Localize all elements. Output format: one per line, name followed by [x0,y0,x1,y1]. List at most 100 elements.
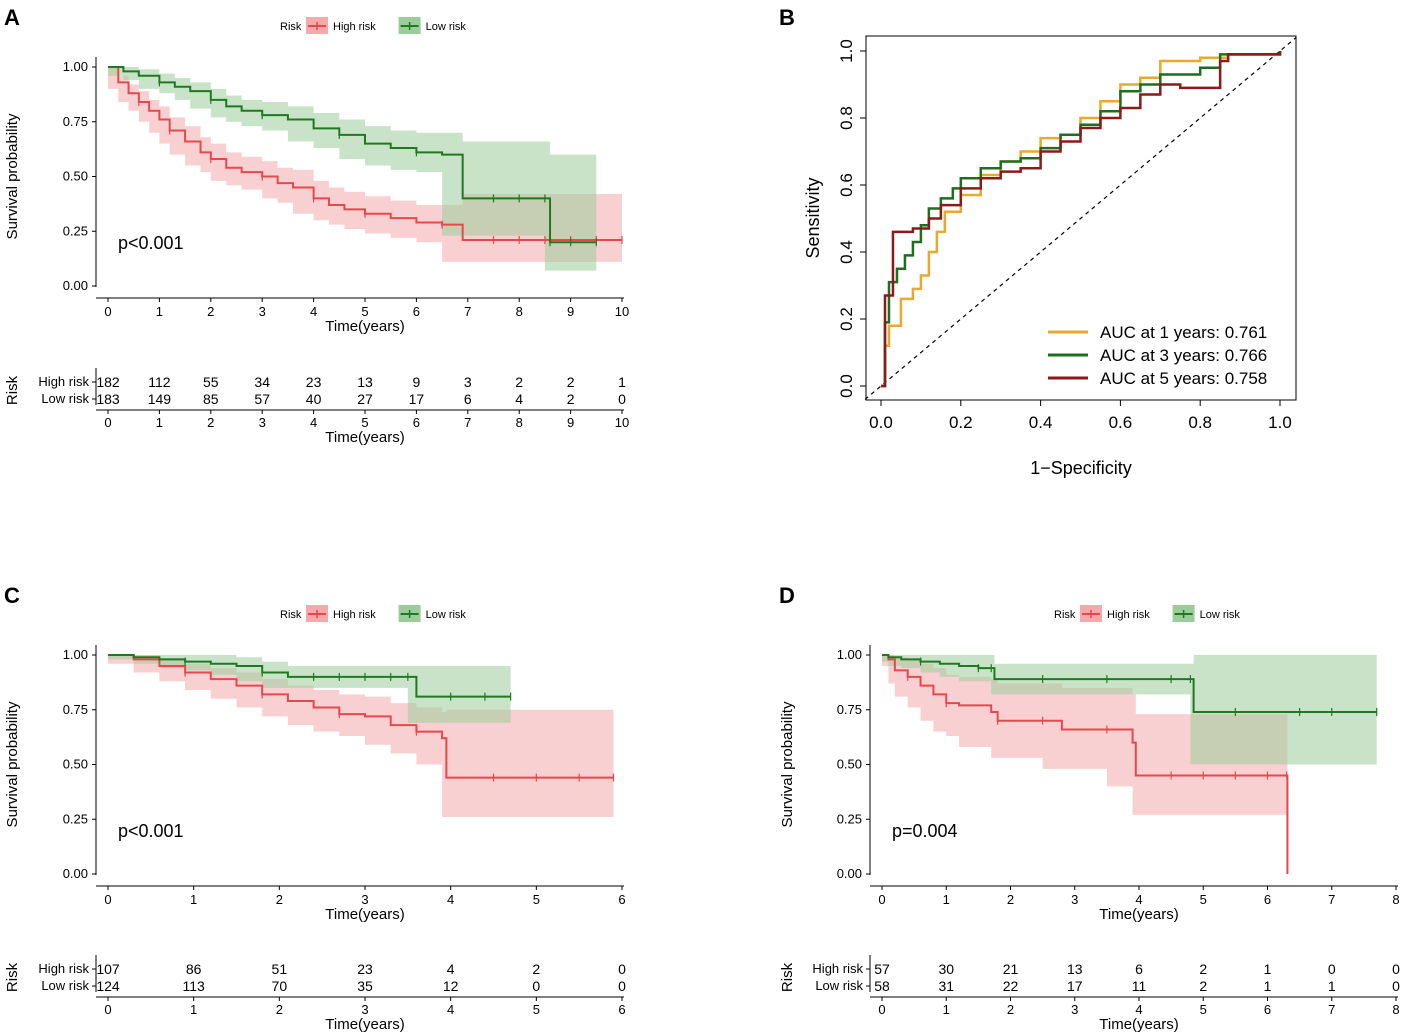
legend-title: Risk [280,21,302,33]
y-axis-title: Survival probability [779,701,796,827]
roc-curve-2 [881,51,1282,388]
x-tick-label: 6 [413,304,420,319]
legend-label: High risk [333,609,376,621]
y-axis-title: Survival probability [4,701,21,827]
risk-table-x-tick-label: 4 [447,1002,454,1017]
x-tick-label: 0.8 [1188,413,1212,432]
risk-count: 0 [618,961,626,977]
ci-band-low [108,67,597,271]
risk-count: 2 [567,374,575,390]
risk-count: 21 [1003,961,1019,977]
risk-table-x-tick-label: 8 [516,415,523,430]
ci-band-low [108,655,511,723]
y-tick-label: 1.00 [63,647,88,662]
risk-count: 17 [409,391,425,407]
risk-count: 12 [443,978,459,994]
legend-title: Risk [280,609,302,621]
y-tick-label: 0.75 [63,702,88,717]
y-tick-label: 0.00 [63,278,88,293]
plot-box [865,35,1297,401]
risk-count: 40 [306,391,322,407]
risk-table-x-tick-label: 5 [1200,1002,1207,1017]
y-tick-label: 0.25 [63,811,88,826]
x-tick-label: 6 [1264,892,1271,907]
x-axis-title: Time(years) [1099,906,1178,923]
x-tick-label: 9 [567,304,574,319]
risk-row-label: Low risk [41,391,89,406]
risk-count: 2 [567,391,575,407]
panel-letter: C [4,583,20,608]
legend: Risk High risk Low risk [280,605,466,622]
risk-row-label: Low risk [815,978,863,993]
risk-table-x-tick-label: 5 [361,415,368,430]
series-low-risk [108,654,512,701]
x-tick-label: 8 [516,304,523,319]
risk-table-x-axis-title: Time(years) [1099,1016,1178,1033]
risk-count: 1 [1264,978,1272,994]
x-tick-label: 6 [618,892,625,907]
y-tick-label: 0.6 [837,173,856,197]
risk-table-x-tick-label: 8 [1392,1002,1399,1017]
risk-count: 55 [203,374,219,390]
x-tick-label: 0.6 [1109,413,1133,432]
ci-band-low [882,655,1377,765]
risk-table-x-tick-label: 6 [618,1002,625,1017]
risk-table-x-tick-label: 6 [1264,1002,1271,1017]
risk-count: 112 [148,374,171,390]
risk-row-label: Low risk [41,978,89,993]
x-tick-label: 3 [259,304,266,319]
x-tick-label: 0 [878,892,885,907]
risk-table-x-tick-label: 3 [361,1002,368,1017]
x-tick-label: 4 [447,892,454,907]
risk-count: 11 [1132,978,1147,994]
risk-count: 57 [874,961,890,977]
risk-count: 9 [413,374,421,390]
x-tick-label: 2 [276,892,283,907]
km-panel-a: A Risk High risk Low risk 0.00 0.25 0.50 0.75 1.… [4,5,629,446]
x-tick-label: 1.0 [1268,413,1292,432]
risk-count: 4 [447,961,455,977]
risk-count: 31 [938,978,954,994]
x-tick-label: 5 [1200,892,1207,907]
axes: 0.00 0.25 0.50 0.75 1.00 0 1 2 3 4 5 6 7 8 9 10 Time(yea… [4,57,629,335]
x-tick-label: 5 [361,304,368,319]
risk-count: 149 [148,391,172,407]
x-axis-title: 1−Specificity [1030,458,1132,478]
risk-count: 1 [618,374,626,390]
x-tick-label: 0.4 [1029,413,1053,432]
y-tick-label: 0.25 [837,811,862,826]
risk-table-x-axis-title: Time(years) [325,1016,404,1033]
x-tick-label: 5 [533,892,540,907]
y-tick-label: 0.4 [837,240,856,264]
x-tick-label: 3 [361,892,368,907]
risk-count: 107 [96,961,120,977]
risk-count: 70 [272,978,288,994]
risk-row-label: High risk [38,961,89,976]
roc-legend-label: AUC at 1 years: 0.761 [1100,323,1267,342]
y-tick-label: 0.50 [63,169,88,184]
panel-letter: A [4,5,20,30]
y-tick-label: 0.25 [63,223,88,238]
legend-label: High risk [333,21,376,33]
risk-table-x-tick-label: 2 [1007,1002,1014,1017]
risk-table-x-tick-label: 1 [156,415,163,430]
legend-label: Low risk [426,21,467,33]
risk-count: 0 [532,978,540,994]
p-value: p<0.001 [118,821,184,841]
risk-table-x-tick-label: 0 [104,1002,111,1017]
legend-label: Low risk [1200,609,1241,621]
legend: Risk High risk Low risk [280,17,466,34]
x-tick-label: 7 [464,304,471,319]
series-high-risk [882,654,1289,874]
risk-table-x-tick-label: 7 [464,415,471,430]
y-tick-label: 0.0 [837,374,856,398]
risk-count: 0 [1392,978,1400,994]
series-low-risk [882,654,1378,716]
risk-count: 30 [938,961,954,977]
y-tick-label: 0.50 [837,757,862,772]
x-tick-label: 7 [1328,892,1335,907]
roc-panel-b: B 0.0 0.2 0.4 0.6 0.8 1.0 0.0 0.2 0.4 0.6 0.8 1.0 1−S… [779,5,1297,478]
